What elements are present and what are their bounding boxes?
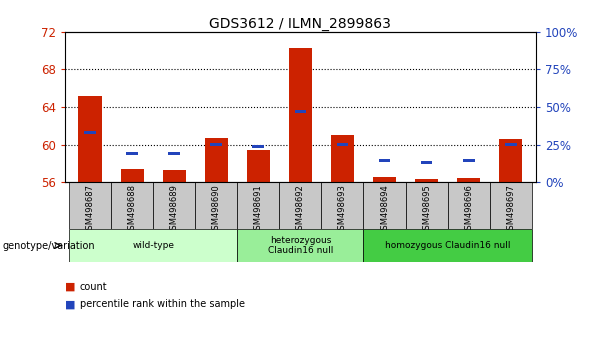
Text: homozygous Claudin16 null: homozygous Claudin16 null xyxy=(385,241,511,250)
Text: GSM498694: GSM498694 xyxy=(380,184,389,235)
Bar xyxy=(195,182,237,229)
Bar xyxy=(499,139,522,182)
Text: GSM498697: GSM498697 xyxy=(507,184,515,235)
Bar xyxy=(463,159,475,162)
Bar xyxy=(163,170,186,182)
Bar xyxy=(253,145,264,148)
Bar xyxy=(153,182,195,229)
Bar xyxy=(247,150,270,182)
Bar xyxy=(294,110,306,113)
Bar xyxy=(415,179,438,182)
Text: GSM498688: GSM498688 xyxy=(128,184,137,235)
Bar xyxy=(237,229,363,262)
Text: GSM498693: GSM498693 xyxy=(338,184,347,235)
Text: wild-type: wild-type xyxy=(132,241,174,250)
Bar xyxy=(279,182,322,229)
Text: GSM498695: GSM498695 xyxy=(422,184,431,235)
Bar xyxy=(489,182,532,229)
Bar xyxy=(121,169,144,182)
Text: GSM498696: GSM498696 xyxy=(464,184,473,235)
Bar xyxy=(331,135,354,182)
Text: GSM498687: GSM498687 xyxy=(85,184,94,235)
Bar xyxy=(336,143,348,146)
Text: GSM498692: GSM498692 xyxy=(296,184,305,235)
Bar xyxy=(205,138,228,182)
Text: ■: ■ xyxy=(65,299,75,309)
Bar xyxy=(111,182,153,229)
Bar xyxy=(237,182,279,229)
Bar xyxy=(448,182,489,229)
Text: GSM498691: GSM498691 xyxy=(254,184,263,235)
Text: GSM498690: GSM498690 xyxy=(212,184,221,235)
Text: percentile rank within the sample: percentile rank within the sample xyxy=(80,299,244,309)
Text: heterozygous
Claudin16 null: heterozygous Claudin16 null xyxy=(268,236,333,255)
Bar xyxy=(406,182,448,229)
Bar xyxy=(69,229,237,262)
Bar xyxy=(373,177,396,182)
Bar xyxy=(322,182,363,229)
Text: ■: ■ xyxy=(65,282,75,292)
Bar xyxy=(168,153,180,155)
Bar xyxy=(363,229,532,262)
Text: GSM498689: GSM498689 xyxy=(170,184,178,235)
Bar xyxy=(289,48,312,182)
Bar xyxy=(421,161,432,164)
Bar xyxy=(78,96,102,182)
Bar xyxy=(457,178,480,182)
Bar xyxy=(126,153,138,155)
Bar xyxy=(69,182,111,229)
Text: count: count xyxy=(80,282,107,292)
Bar xyxy=(84,131,96,134)
Bar xyxy=(379,159,391,162)
Title: GDS3612 / ILMN_2899863: GDS3612 / ILMN_2899863 xyxy=(210,17,391,31)
Bar xyxy=(363,182,406,229)
Bar xyxy=(505,143,517,146)
Bar xyxy=(210,143,222,146)
Text: genotype/variation: genotype/variation xyxy=(3,240,95,251)
